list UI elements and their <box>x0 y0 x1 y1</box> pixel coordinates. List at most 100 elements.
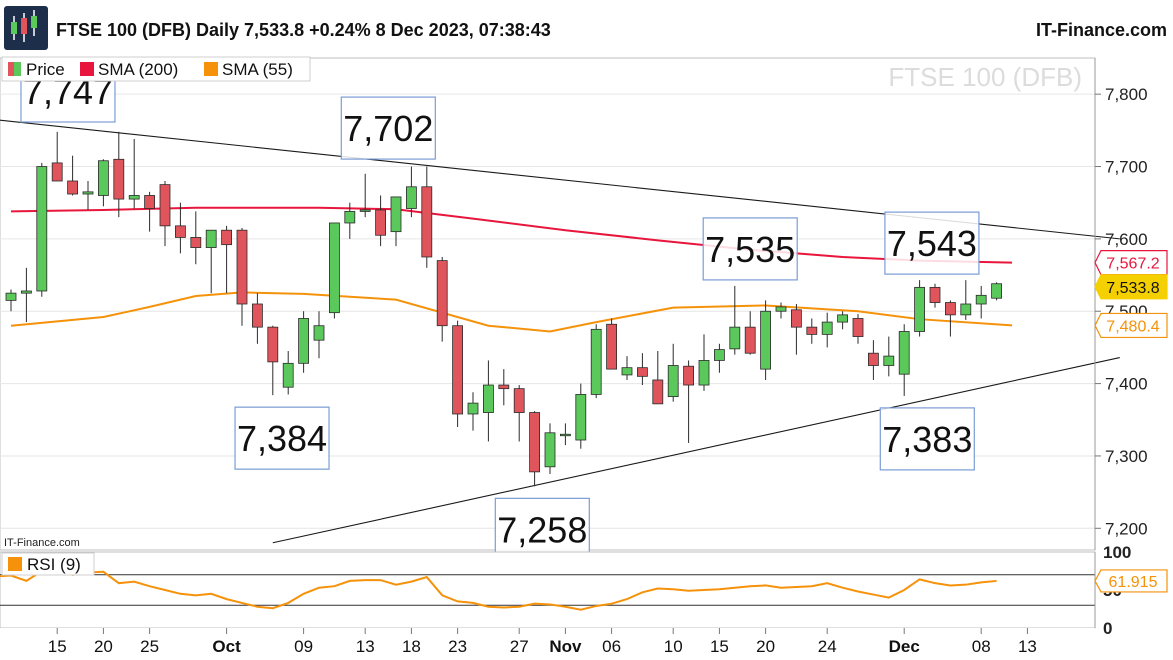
date-label: Dec <box>889 637 920 656</box>
legend-swatch-sma55 <box>204 62 218 76</box>
candlestick <box>698 334 710 391</box>
small-brand-label: IT-Finance.com <box>4 537 80 549</box>
candle-body <box>529 412 540 473</box>
candlestick <box>806 318 818 344</box>
price-legend: Price SMA (200) SMA (55) <box>1 56 311 82</box>
candlestick <box>821 312 833 348</box>
candlestick <box>498 369 510 406</box>
candle-body <box>560 433 571 437</box>
candlestick <box>359 173 371 218</box>
candlestick <box>482 360 494 442</box>
price-tag-label: 7,567.2 <box>1106 256 1159 273</box>
candle-body <box>267 326 279 363</box>
rsi-indicator: 10050061.915 <box>0 543 1168 638</box>
time-axis <box>0 628 1095 660</box>
candlestick <box>375 195 387 247</box>
candlestick <box>67 155 78 196</box>
candlestick <box>5 289 17 312</box>
candlestick <box>313 311 325 359</box>
candlestick <box>452 320 464 427</box>
date-label: 20 <box>94 637 113 656</box>
candlestick <box>667 343 679 402</box>
candlestick <box>791 304 802 355</box>
candlestick <box>174 202 186 254</box>
candle-body <box>313 325 325 341</box>
candle-body <box>544 432 556 468</box>
price-axis-tick-label: 7,400 <box>1105 375 1148 394</box>
candle-body <box>837 314 848 323</box>
rsi-current-label: 61.915 <box>1109 574 1158 591</box>
candle-body <box>390 196 402 233</box>
candlestick <box>775 302 787 319</box>
candlestick <box>221 225 233 294</box>
candle-body <box>282 362 294 388</box>
price-tag: 7,533.8 <box>1094 274 1168 300</box>
candlestick <box>729 285 741 355</box>
rsi-axis-tick-label: 100 <box>1103 543 1131 562</box>
candle-body <box>606 323 617 370</box>
date-label: Oct <box>212 637 241 656</box>
candlestick <box>267 325 279 396</box>
candlestick <box>621 356 633 380</box>
candle-body <box>5 292 17 301</box>
candlestick <box>929 283 941 308</box>
candlestick <box>991 282 1002 301</box>
chart-header-title: FTSE 100 (DFB) Daily 7,533.8 +0.24% 8 De… <box>56 20 551 40</box>
header-bar <box>0 0 1173 58</box>
candle-body <box>868 352 879 366</box>
candle-body <box>852 318 864 337</box>
annotation-label: 7,383 <box>882 419 972 460</box>
candle-body <box>683 365 694 386</box>
candlestick <box>868 340 879 380</box>
date-label: 18 <box>402 637 421 656</box>
candlestick <box>436 256 448 342</box>
candle-body <box>344 210 356 224</box>
candle-body <box>698 360 710 386</box>
candle-body <box>729 326 741 350</box>
candlestick <box>251 293 263 344</box>
candle-body <box>945 302 956 316</box>
candlestick <box>236 228 248 326</box>
candle-body <box>467 402 479 415</box>
candlestick <box>36 162 48 297</box>
candle-body <box>667 365 679 398</box>
candle-body <box>898 331 910 375</box>
legend-swatch-sma200 <box>80 62 94 76</box>
date-label: Nov <box>549 637 582 656</box>
candlestick <box>560 423 571 446</box>
annotation-7384: 7,384 <box>234 406 330 470</box>
candlestick <box>421 166 433 268</box>
annotation-7535: 7,535 <box>702 217 798 281</box>
candle-body <box>251 303 263 328</box>
watermark: FTSE 100 (DFB) <box>888 62 1082 92</box>
brand-name: IT-Finance.com <box>1036 20 1167 40</box>
annotation-7383: 7,383 <box>879 407 975 471</box>
candle-body <box>82 191 94 195</box>
candlestick <box>529 411 540 487</box>
candlestick <box>744 311 756 355</box>
candlestick <box>683 360 694 443</box>
candle-body <box>960 303 972 316</box>
candle-body <box>621 367 633 376</box>
date-label: 25 <box>140 637 159 656</box>
candlestick <box>898 324 910 396</box>
date-label: 08 <box>972 637 991 656</box>
annotation-box <box>234 406 330 470</box>
date-label: 27 <box>510 637 529 656</box>
rsi-line <box>0 569 997 611</box>
rsi-legend: RSI (9) <box>1 552 95 576</box>
date-label: 15 <box>710 637 729 656</box>
candle-body <box>51 162 63 182</box>
candlestick <box>20 267 32 323</box>
candlestick <box>975 285 987 319</box>
rsi-legend-swatch <box>8 557 22 571</box>
candle-body <box>806 326 818 335</box>
candle-body <box>991 283 1002 299</box>
candle-body <box>144 195 156 209</box>
candle-body <box>652 379 664 405</box>
candlestick <box>282 351 294 395</box>
candle-body <box>821 321 833 335</box>
rsi-axis-tick-label: 0 <box>1103 619 1112 638</box>
